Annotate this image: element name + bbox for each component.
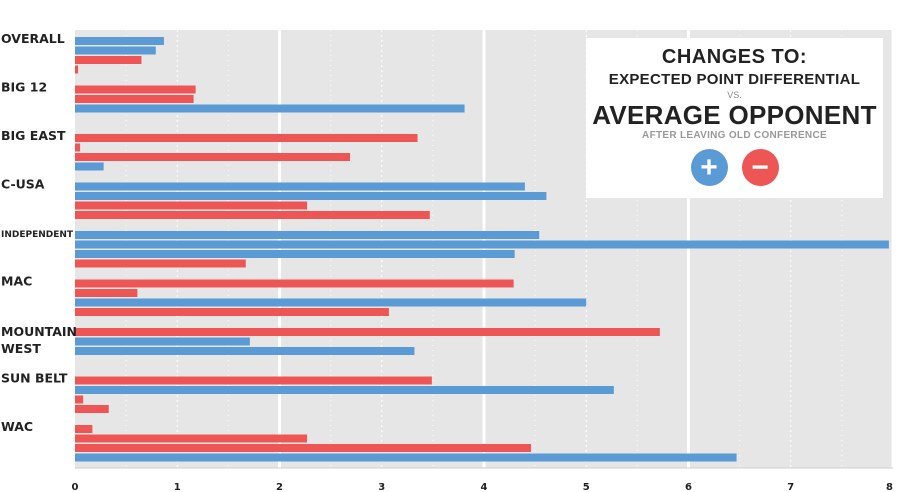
- category-label: OVERALL: [1, 31, 65, 46]
- category-label: SUN BELT: [1, 371, 68, 386]
- legend-line-average-opponent: AVERAGE OPPONENT: [592, 100, 877, 130]
- bar: [75, 85, 196, 94]
- bar: [75, 65, 79, 74]
- x-tick-label: 8: [886, 482, 893, 492]
- bar: [75, 250, 515, 258]
- bar: [75, 231, 540, 239]
- minus-circle-icon: −: [741, 149, 779, 186]
- bar: [75, 95, 194, 103]
- bar: [75, 153, 351, 161]
- category-label: BIG 12: [1, 80, 47, 95]
- x-tick-label: 7: [787, 482, 794, 492]
- bar: [75, 134, 418, 142]
- category-label: MAC: [1, 274, 32, 289]
- bar: [75, 289, 138, 297]
- legend-signs: + −: [586, 149, 883, 186]
- bar: [75, 328, 660, 336]
- x-tick-label: 5: [583, 482, 590, 492]
- bar: [75, 37, 164, 45]
- bar: [75, 308, 389, 316]
- bar: [75, 444, 532, 452]
- category-label: BIG EAST: [1, 128, 66, 143]
- bar: [75, 201, 308, 210]
- bar: [75, 211, 430, 219]
- bar: [75, 386, 614, 394]
- category-label: C-USA: [1, 177, 45, 192]
- category-label: WAC: [1, 419, 33, 434]
- x-tick-label: 1: [174, 482, 181, 492]
- legend-line-changes-to: CHANGES TO:: [661, 46, 808, 68]
- bar: [75, 240, 889, 249]
- bar: [75, 143, 81, 152]
- bar: [75, 56, 142, 64]
- x-tick-label: 0: [72, 482, 79, 492]
- category-label: WEST: [1, 341, 41, 356]
- bar: [75, 425, 93, 433]
- bar: [75, 347, 415, 355]
- bar: [75, 453, 737, 462]
- bar: [75, 376, 432, 385]
- x-tick-label: 3: [378, 482, 385, 492]
- bar: [75, 298, 587, 307]
- x-tick-label: 6: [685, 482, 692, 492]
- bar: [75, 46, 156, 55]
- bar: [75, 182, 525, 191]
- legend-line-after-leaving: AFTER LEAVING OLD CONFERENCE: [642, 130, 827, 141]
- bar: [75, 279, 514, 288]
- bar: [75, 405, 109, 413]
- category-label: MOUNTAIN: [1, 324, 77, 339]
- bar: [75, 192, 547, 200]
- legend-box: CHANGES TO: EXPECTED POINT DIFFERENTIAL …: [586, 38, 883, 198]
- category-label: INDEPENDENT: [1, 230, 74, 240]
- x-tick-label: 2: [276, 482, 283, 492]
- bar: [75, 104, 465, 113]
- bar: [75, 337, 250, 346]
- x-tick-label: 4: [481, 482, 488, 492]
- bar: [75, 434, 308, 443]
- bar: [75, 162, 104, 171]
- legend-line-vs: VS.: [727, 90, 742, 100]
- plus-circle-icon: +: [690, 149, 728, 186]
- legend-line-expected-point-differential: EXPECTED POINT DIFFERENTIAL: [608, 71, 861, 88]
- bar: [75, 259, 246, 268]
- bar: [75, 395, 84, 404]
